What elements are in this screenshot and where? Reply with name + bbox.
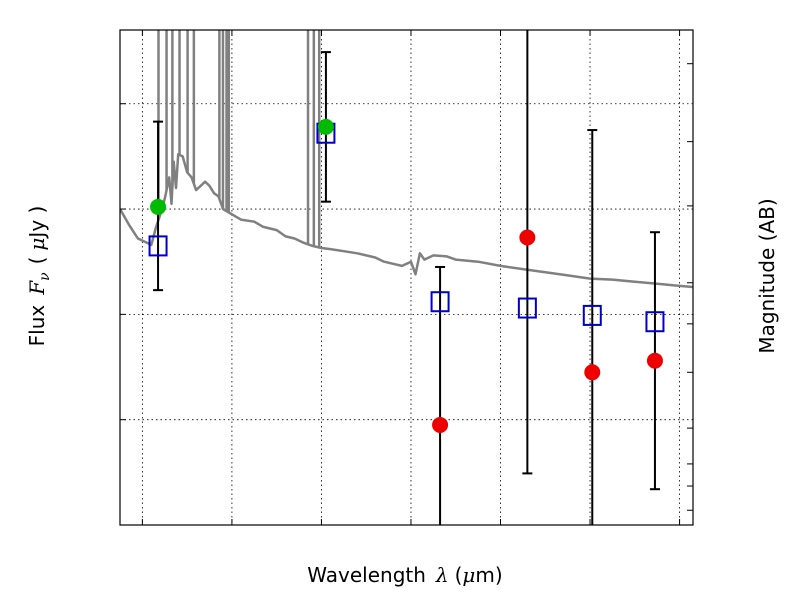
plot-frame [119, 29, 694, 526]
model-square-point [148, 235, 168, 257]
detection-point [150, 198, 167, 215]
y2-axis-label: Magnitude (AB) [755, 198, 779, 353]
model-square-point [582, 304, 602, 326]
y-axis-label: Flux Fν ( μJy ) [25, 206, 53, 347]
y-axis-label-unit-rest: Jy ) [25, 206, 49, 240]
y-axis-label-unit-open: ( [25, 257, 49, 265]
spectrum-line [120, 153, 693, 289]
x-axis-label-text: Wavelength [307, 563, 426, 587]
upper-limit-point [584, 364, 601, 381]
marker-layer [148, 118, 665, 433]
x-axis-label-unit-open: ( [455, 563, 463, 587]
y-axis-label-symbol: F [25, 280, 49, 296]
model-square-point [645, 311, 665, 333]
model-square-point [430, 291, 450, 313]
grid-layer [120, 30, 693, 526]
y-axis-label-unit-mu: μ [25, 238, 49, 251]
y-axis-label-text: Flux [25, 305, 49, 347]
spectrum-layer [120, 30, 693, 289]
x-axis-label-unit-rest: m) [475, 563, 502, 587]
axes-layer [119, 29, 694, 526]
model-square-point [517, 297, 537, 319]
y-axis-label-subscript: ν [37, 272, 53, 281]
x-axis-label-unit-mu: μ [462, 563, 475, 587]
x-axis-label: Wavelength λ (μm) [307, 563, 502, 587]
upper-limit-point [519, 229, 536, 246]
upper-limit-point [432, 416, 449, 433]
detection-point [317, 118, 334, 135]
upper-limit-point [646, 352, 663, 369]
x-axis-label-symbol: λ [435, 563, 449, 587]
